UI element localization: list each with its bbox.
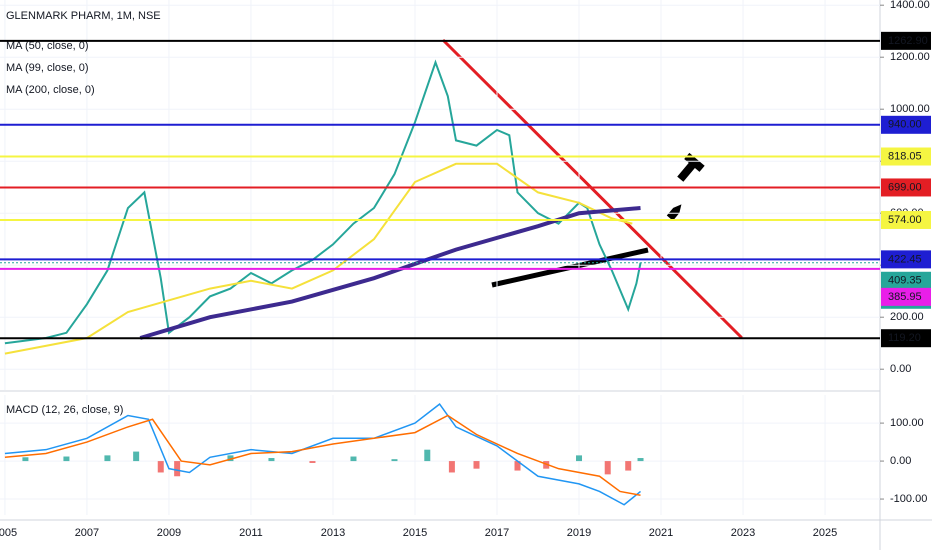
y-tick-label: -100.00	[890, 493, 927, 505]
price-label: 574.00	[888, 214, 922, 226]
price-label: 1262.90	[888, 35, 928, 47]
histogram-bar	[637, 458, 644, 462]
price-label: 409.35	[888, 275, 922, 287]
y-tick-label: 1400.00	[890, 0, 930, 11]
histogram-bar	[104, 455, 111, 462]
price-label-box	[881, 287, 931, 306]
price-label-box	[881, 31, 931, 50]
histogram-bar	[63, 456, 70, 462]
y-tick-label: 1000.00	[890, 103, 930, 115]
histogram-bar	[227, 455, 234, 462]
histogram-bar	[391, 459, 398, 462]
histogram-bar	[133, 451, 140, 462]
price-label: 422.45	[888, 253, 922, 265]
histogram-bar	[448, 461, 455, 473]
histogram-bar	[174, 461, 181, 477]
histogram-bar	[514, 461, 521, 471]
y-tick-label: 0.00	[890, 455, 911, 467]
histogram-bar	[350, 456, 357, 462]
histogram-bar	[424, 449, 431, 462]
x-tick-label: 2013	[321, 527, 345, 539]
histogram-bar	[268, 458, 275, 462]
x-tick-label: 2019	[567, 527, 591, 539]
price-label-box	[881, 147, 931, 166]
indicator-label: MACD (12, 26, close, 9)	[6, 404, 123, 416]
histogram-bar	[157, 461, 164, 473]
x-tick-label: 2007	[75, 527, 99, 539]
moving-average	[4, 162, 633, 355]
price-label-box	[881, 210, 931, 229]
price-label: 699.00	[888, 181, 922, 193]
price-label: 119.20	[888, 332, 921, 344]
trend-line	[441, 38, 744, 340]
price-line	[4, 59, 642, 345]
histogram-bar	[625, 461, 632, 471]
indicator-label: MA (200, close, 0)	[6, 84, 95, 96]
x-tick-label: 2015	[403, 527, 427, 539]
moving-average	[139, 206, 641, 340]
histogram-bar	[309, 461, 316, 463]
histogram-bar	[22, 457, 29, 462]
price-label-box	[881, 271, 931, 290]
macd-line	[4, 403, 641, 506]
trend-line	[491, 247, 649, 288]
histogram-bar	[473, 461, 480, 469]
indicator-label: MA (99, close, 0)	[6, 62, 89, 74]
rocket-icon	[666, 204, 682, 221]
chart-title: GLENMARK PHARM, 1M, NSE	[6, 10, 161, 22]
indicator-label: MA (50, close, 0)	[6, 40, 89, 52]
histogram-bar	[604, 461, 611, 475]
x-tick-label: 2017	[485, 527, 509, 539]
x-tick-label: 2005	[0, 527, 17, 539]
x-tick-label: 2021	[649, 527, 673, 539]
y-tick-label: 200.00	[890, 311, 924, 323]
macd-line	[4, 414, 641, 496]
price-label: 940.00	[888, 119, 922, 131]
y-tick-label: 1200.00	[890, 51, 930, 63]
price-label: 385.95	[888, 291, 922, 303]
price-label-box	[881, 250, 931, 269]
x-tick-label: 2009	[157, 527, 181, 539]
x-tick-label: 2025	[813, 527, 837, 539]
y-tick-label: 0.00	[890, 363, 911, 375]
price-label-box	[881, 178, 931, 197]
hammer-icon	[677, 152, 705, 182]
price-label: 818.05	[888, 150, 922, 162]
price-label-box	[881, 329, 931, 348]
y-tick-label: 100.00	[890, 417, 924, 429]
x-tick-label: 2011	[239, 527, 263, 539]
histogram-bar	[576, 455, 583, 462]
price-label-box	[881, 115, 931, 134]
x-tick-label: 2023	[731, 527, 755, 539]
